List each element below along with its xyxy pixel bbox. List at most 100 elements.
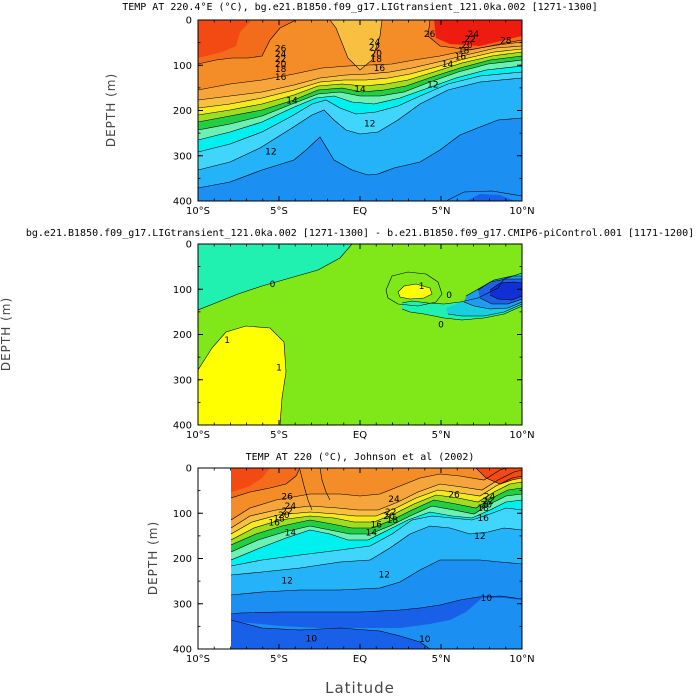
fill-anomaly-warm-south xyxy=(198,326,286,425)
y-tick-label: 400 xyxy=(173,421,192,432)
x-tick-label: 5°N xyxy=(432,206,451,217)
x-tick-label: 10°S xyxy=(186,206,210,217)
contour-label: 10 xyxy=(419,635,431,645)
x-tick-label: 10°N xyxy=(509,430,534,441)
x-tick-label: 5°N xyxy=(432,430,451,441)
y-tick-label: 400 xyxy=(173,197,192,208)
y-tick-label: 300 xyxy=(173,599,192,610)
y-tick-label: 0 xyxy=(186,16,192,27)
x-tick-label: 5°N xyxy=(432,654,451,665)
contour-label: 16 xyxy=(370,520,382,530)
contour-label: 22 xyxy=(464,35,475,45)
x-tick-label: 10°N xyxy=(509,206,534,217)
x-tick-label: EQ xyxy=(353,430,367,441)
panel-3-contour-lines xyxy=(231,468,522,649)
panel-2-plot: 0 1 1 0 0 1 xyxy=(198,244,522,425)
y-axis-label: DEPTH (m) xyxy=(146,521,160,595)
contour-label: 10 xyxy=(481,594,493,604)
contour-label: 20 xyxy=(278,511,290,521)
contour-label: 26 xyxy=(275,44,287,54)
contour-label: 24 xyxy=(369,38,381,48)
x-tick-label: 10°N xyxy=(509,654,534,665)
contour-label: 22 xyxy=(385,508,396,518)
y-axis-label: DEPTH (m) xyxy=(0,297,13,371)
contour-label: 10 xyxy=(306,634,318,644)
panel-3-title: TEMP AT 220 (°C), Johnson et al (2002) xyxy=(246,452,475,463)
contour-label: 18 xyxy=(273,514,285,524)
contour-label: 1 xyxy=(419,282,425,292)
contour-label: 18 xyxy=(275,65,287,75)
y-tick-label: 200 xyxy=(173,330,192,341)
contour-label: 20 xyxy=(383,512,395,522)
fill-anomaly-warm-north xyxy=(398,284,432,299)
panel-2-contour-labels: 0 1 1 0 0 1 xyxy=(224,280,452,373)
panel-1-axes: 10°S 5°S EQ 5°N 10°N 0 100 200 300 400 DEPTH (m) xyxy=(104,16,535,218)
contour-label: 20 xyxy=(481,500,493,510)
panel-1-contour-labels: 2624222018161412242220181614122628242220… xyxy=(265,30,512,158)
contour-label: 12 xyxy=(474,532,485,542)
contour-label: 16 xyxy=(374,64,386,74)
panel-3: TEMP AT 220 (°C), Johnson et al (2002) xyxy=(197,452,523,650)
fill-21 xyxy=(231,468,506,520)
contour-label: 0 xyxy=(438,321,444,331)
panel-1-plot: 2624222018161412242220181614122628242220… xyxy=(198,20,522,201)
contour-label: 0 xyxy=(446,291,452,301)
y-axis-label: DEPTH (m) xyxy=(104,73,118,147)
y-tick-label: 100 xyxy=(173,285,192,296)
contour-label: 16 xyxy=(477,514,489,524)
x-tick-label: 10°S xyxy=(186,654,210,665)
x-tick-label: 5°S xyxy=(270,430,288,441)
y-tick-label: 300 xyxy=(173,375,192,386)
contour-label: 12 xyxy=(379,571,390,581)
contour-label: 12 xyxy=(281,576,292,586)
contour-label: 1 xyxy=(224,336,230,346)
contour-label: 24 xyxy=(484,493,496,503)
contour-label: 18 xyxy=(477,504,489,514)
contour-label: 12 xyxy=(265,147,276,157)
contour-label: 14 xyxy=(285,528,297,538)
x-tick-label: EQ xyxy=(353,206,367,217)
contour-label: 26 xyxy=(448,490,460,500)
contour-label: 1 xyxy=(276,363,282,373)
contour-label: 22 xyxy=(482,497,493,507)
y-tick-label: 300 xyxy=(173,151,192,162)
panel-3-axes: 10°S 5°S EQ 5°N 10°N 0 100 200 300 400 DEPTH (m) xyxy=(146,464,535,666)
panel-2: bg.e21.B1850.f09_g17.LIGtransient_121.0k… xyxy=(26,228,694,426)
contour-label: 18 xyxy=(387,516,399,526)
panel-1-title: TEMP AT 220.4°E (°C), bg.e21.B1850.f09_g… xyxy=(122,2,598,13)
fill-23 xyxy=(231,468,270,492)
fill-28 xyxy=(330,20,382,70)
fill-anomaly-negative xyxy=(198,244,352,310)
panel-1: TEMP AT 220.4°E (°C), bg.e21.B1850.f09_g… xyxy=(122,2,598,202)
contour-label: 26 xyxy=(281,492,293,502)
fill-23 xyxy=(198,20,252,58)
contour-label: 24 xyxy=(275,50,287,60)
contour-label: 26 xyxy=(424,30,436,40)
contour-label: 14 xyxy=(366,528,378,538)
contour-label: 20 xyxy=(461,41,473,51)
contour-label: 14 xyxy=(286,97,298,107)
contour-label: 0 xyxy=(270,280,276,290)
fill-25 xyxy=(434,20,522,46)
contour-label: 28 xyxy=(500,37,512,47)
panel-2-contour-lines xyxy=(198,244,522,425)
contour-label: 22 xyxy=(281,507,292,517)
contour-label: 20 xyxy=(370,50,382,60)
panel-2-title: bg.e21.B1850.f09_g17.LIGtransient_121.0k… xyxy=(26,228,694,239)
y-tick-label: 400 xyxy=(173,645,192,656)
y-tick-label: 0 xyxy=(186,240,192,251)
contour-label: 12 xyxy=(427,80,438,90)
contour-label: 22 xyxy=(275,55,286,65)
contour-label: 14 xyxy=(354,85,366,95)
fill-27 xyxy=(466,194,515,201)
x-axis-label: Latitude xyxy=(325,679,395,697)
y-tick-label: 0 xyxy=(186,464,192,475)
fill-anomaly-core xyxy=(490,282,522,300)
contour-label: 12 xyxy=(364,119,375,129)
contour-label: 16 xyxy=(268,519,280,529)
y-tick-label: 200 xyxy=(173,554,192,565)
